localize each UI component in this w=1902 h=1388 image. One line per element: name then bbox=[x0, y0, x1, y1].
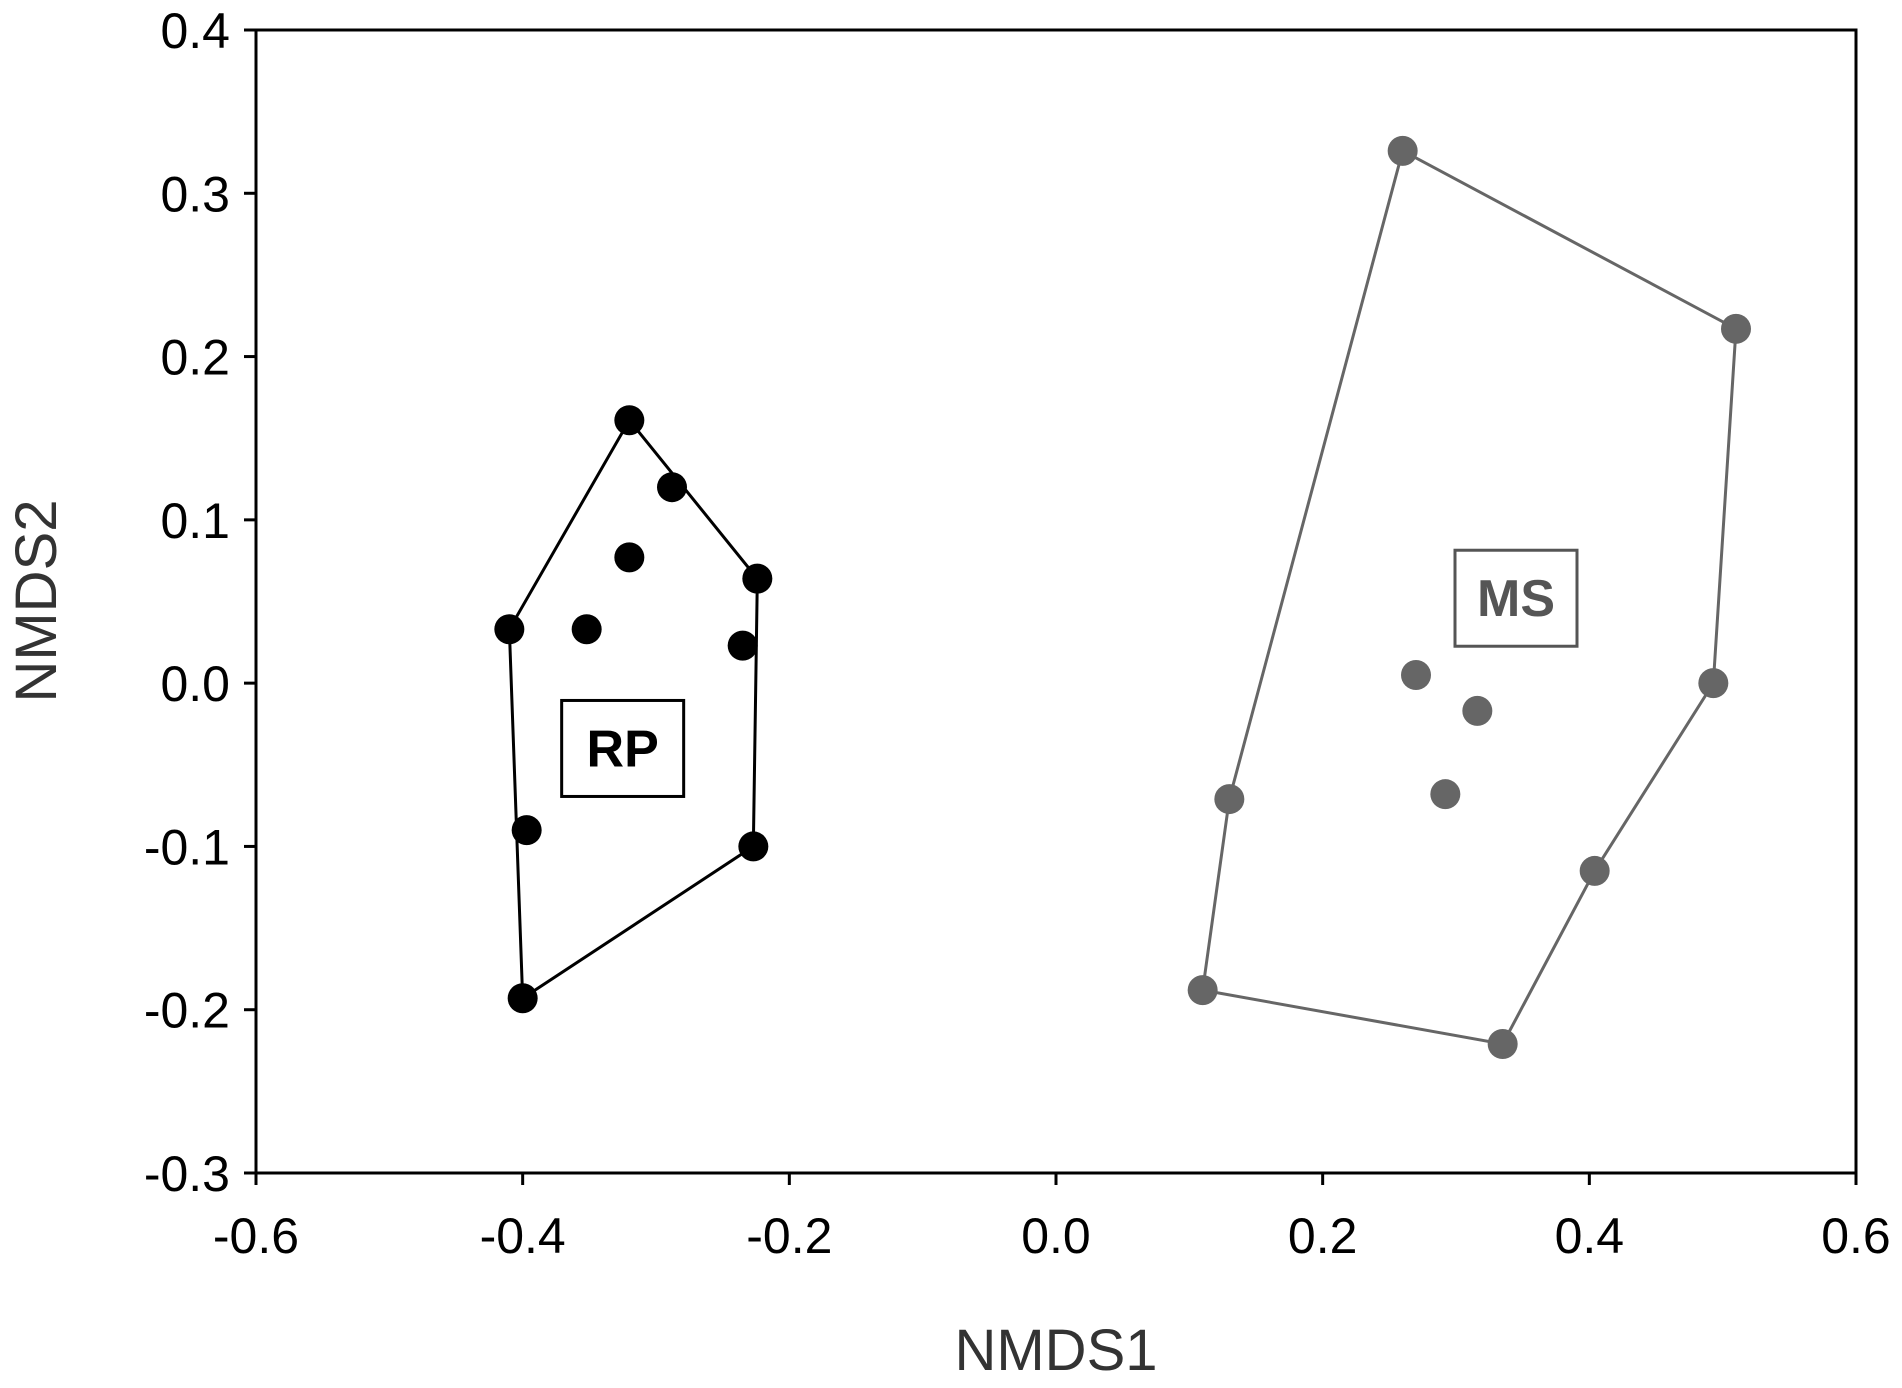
x-tick-label: -0.4 bbox=[480, 1208, 566, 1264]
plot-frame bbox=[254, 28, 1858, 1175]
point-rp bbox=[511, 815, 542, 846]
point-ms bbox=[1430, 779, 1461, 810]
y-axis-title: NMDS2 bbox=[4, 499, 69, 702]
x-tick-label: 0.6 bbox=[1821, 1208, 1891, 1264]
point-ms bbox=[1214, 784, 1245, 815]
x-tick-label: 0.0 bbox=[1021, 1208, 1091, 1264]
point-ms bbox=[1487, 1029, 1518, 1060]
y-tick-label: 0.2 bbox=[160, 330, 230, 386]
group-labels: RP MS bbox=[560, 548, 1579, 798]
group-label-ms: MS bbox=[1477, 570, 1555, 628]
point-rp bbox=[614, 542, 645, 573]
group-hulls bbox=[507, 148, 1738, 1046]
y-tick-label: 0.4 bbox=[160, 3, 230, 59]
point-rp bbox=[494, 614, 525, 645]
point-rp bbox=[738, 831, 769, 862]
x-tick-label: 0.2 bbox=[1288, 1208, 1358, 1264]
point-ms bbox=[1462, 695, 1493, 726]
point-ms bbox=[1698, 668, 1729, 699]
point-rp bbox=[507, 983, 538, 1014]
x-tick-label: 0.4 bbox=[1555, 1208, 1625, 1264]
y-tick-label: 0.1 bbox=[160, 493, 230, 549]
point-ms bbox=[1579, 855, 1610, 886]
x-axis-title: NMDS1 bbox=[954, 1318, 1157, 1383]
point-rp bbox=[571, 614, 602, 645]
point-ms bbox=[1387, 135, 1418, 166]
x-tick-label: -0.2 bbox=[746, 1208, 832, 1264]
point-rp bbox=[742, 563, 773, 594]
point-rp bbox=[727, 630, 758, 661]
point-rp bbox=[614, 405, 645, 436]
data-points bbox=[494, 135, 1751, 1060]
group-label-box bbox=[1453, 548, 1579, 648]
y-tick-label: 0.3 bbox=[160, 166, 230, 222]
y-tick-label: -0.1 bbox=[144, 819, 230, 875]
point-ms bbox=[1187, 975, 1218, 1006]
y-tick-label: -0.3 bbox=[144, 1146, 230, 1202]
group-label-rp: RP bbox=[587, 720, 659, 778]
hull-ms bbox=[1200, 148, 1738, 1046]
y-tick-label: 0.0 bbox=[160, 656, 230, 712]
x-tick-label: -0.6 bbox=[213, 1208, 299, 1264]
point-ms bbox=[1401, 659, 1431, 690]
group-label-box bbox=[560, 698, 686, 798]
point-rp bbox=[657, 472, 687, 503]
point-ms bbox=[1721, 313, 1751, 344]
axis-ticks: -0.6 -0.4 -0.2 0.0 0.2 0.4 0.6 -0.3 -0.2 -0.1 0.0 0… bbox=[144, 3, 1891, 1264]
y-tick-label: -0.2 bbox=[144, 983, 230, 1039]
hull-rp bbox=[507, 417, 759, 1002]
